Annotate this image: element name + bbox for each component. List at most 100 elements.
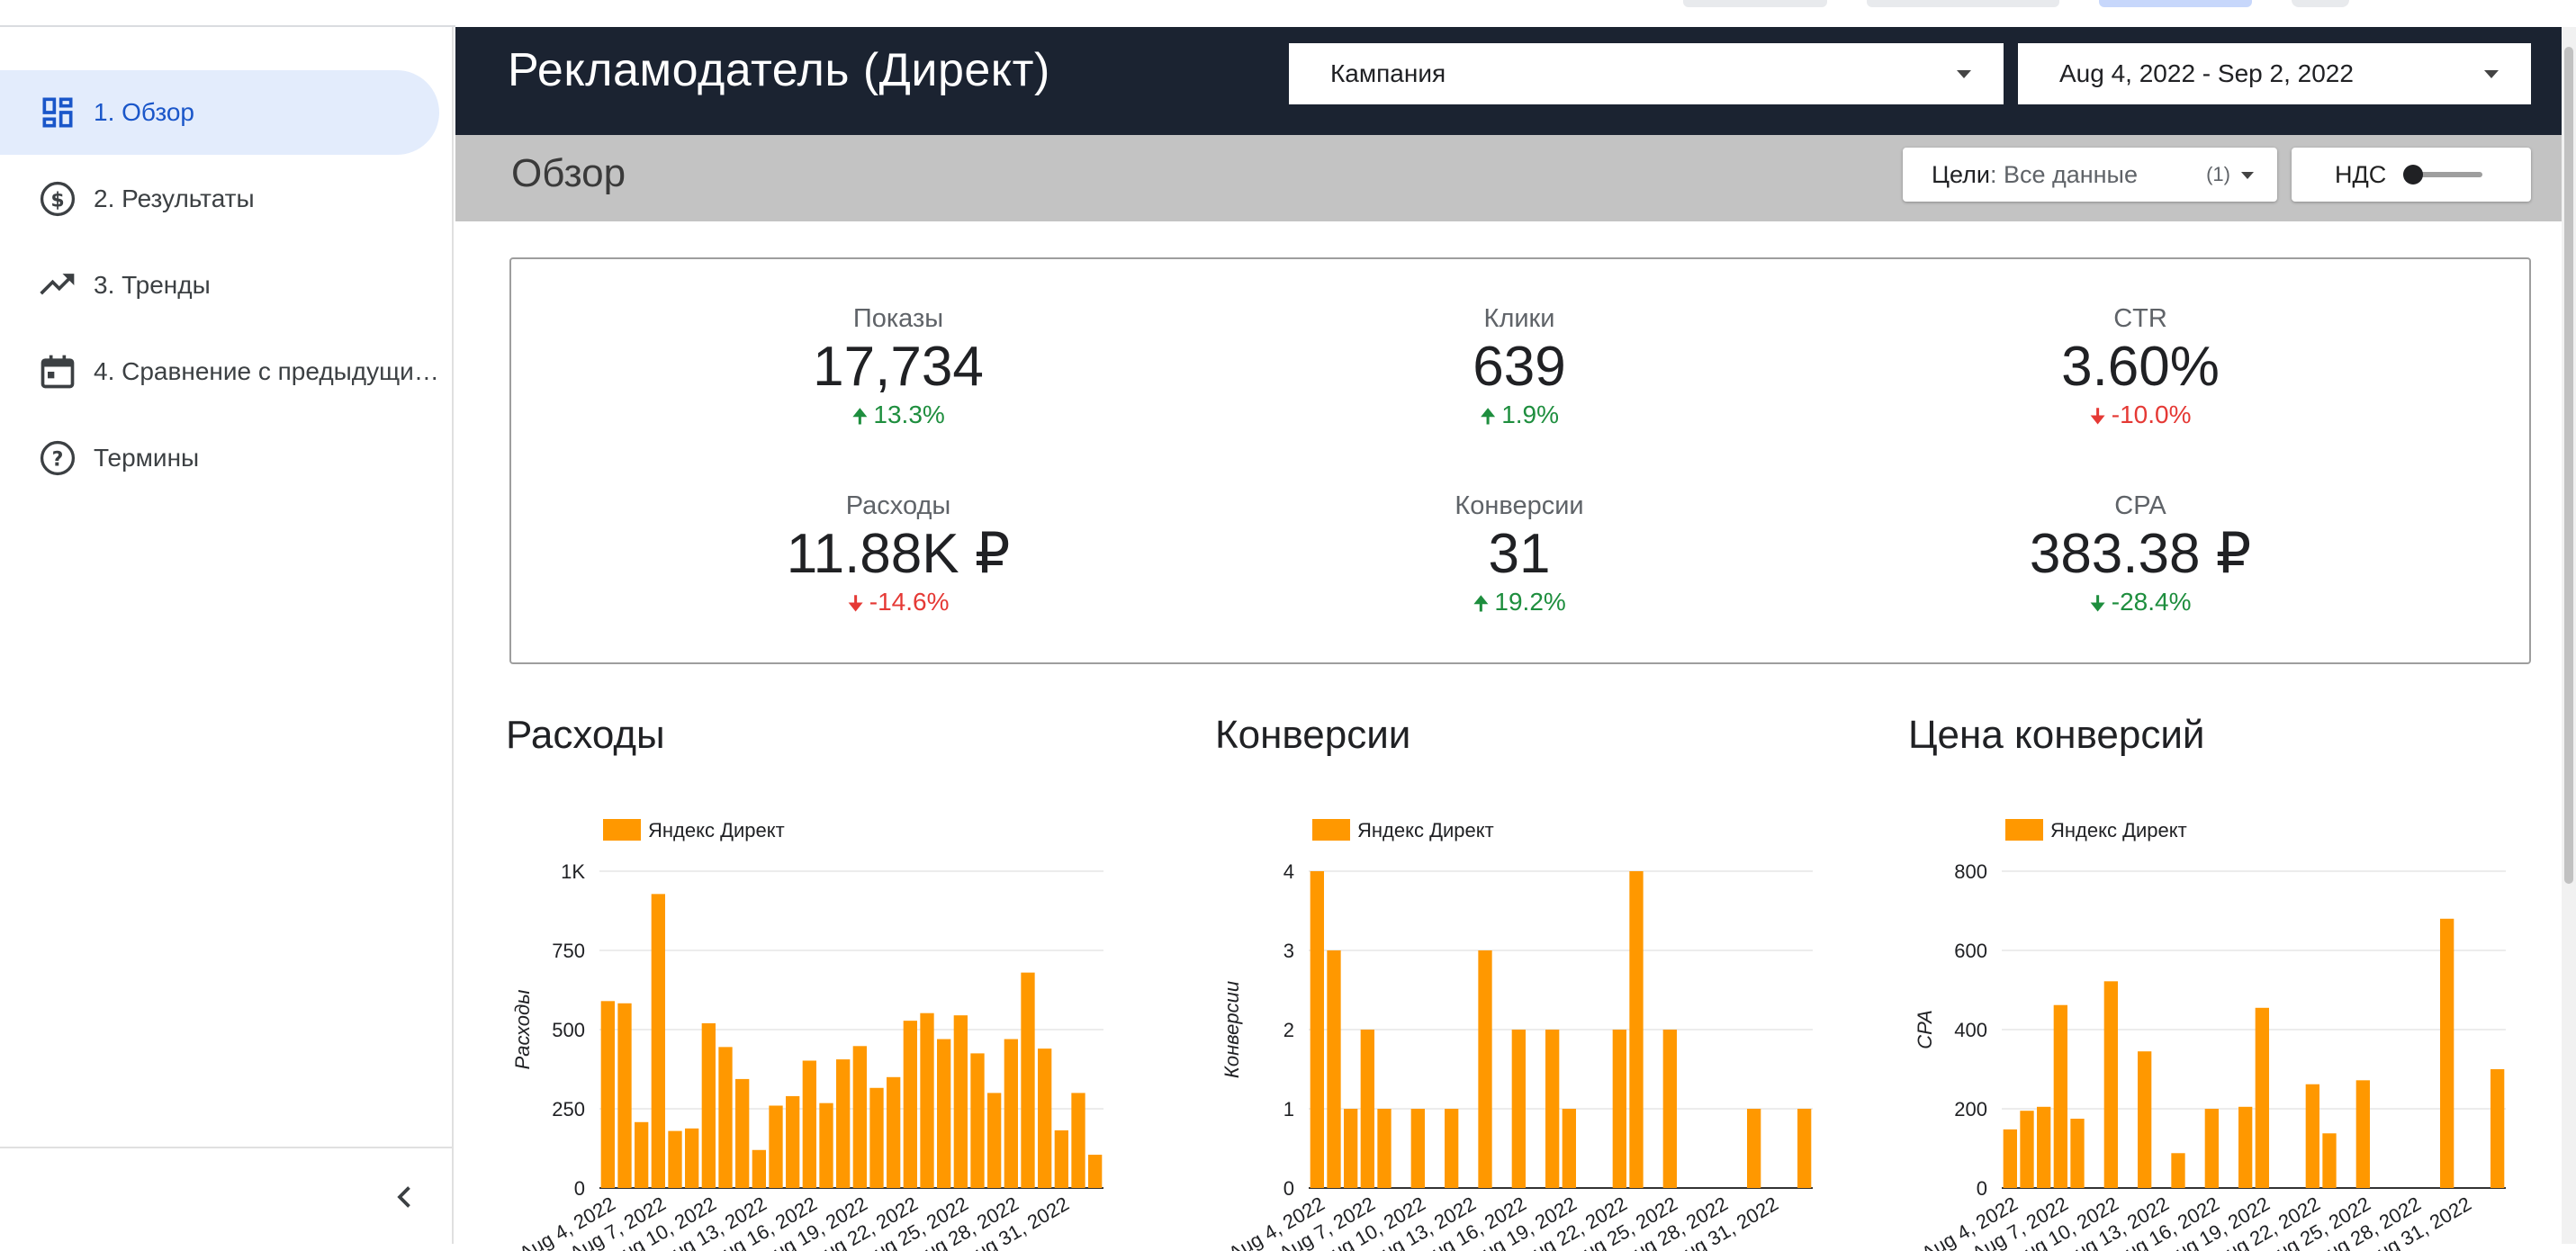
- bar[interactable]: [1511, 1030, 1526, 1188]
- campaign-select[interactable]: Кампания: [1289, 43, 2004, 104]
- bar[interactable]: [735, 1078, 750, 1188]
- bar[interactable]: [1088, 1155, 1103, 1188]
- bar[interactable]: [2138, 1051, 2152, 1188]
- calendar-icon: [41, 355, 75, 389]
- bar[interactable]: [903, 1021, 917, 1188]
- scorecard-label: Клики: [1483, 304, 1555, 333]
- bar[interactable]: [1327, 950, 1341, 1188]
- y-axis-label: Расходы: [511, 990, 534, 1070]
- bar[interactable]: [600, 1001, 615, 1188]
- trending-up-icon: [40, 274, 75, 295]
- bar[interactable]: [2003, 1129, 2017, 1188]
- bar[interactable]: [953, 1015, 968, 1188]
- vat-toggle-track[interactable]: [2409, 172, 2482, 177]
- collapse-sidebar-button[interactable]: [385, 1177, 425, 1217]
- campaign-select-value: Кампания: [1330, 59, 1446, 87]
- bar[interactable]: [1478, 950, 1492, 1188]
- bar[interactable]: [1344, 1109, 1358, 1188]
- bar[interactable]: [2255, 1007, 2269, 1188]
- bar[interactable]: [1377, 1109, 1392, 1188]
- bar[interactable]: [617, 1003, 632, 1188]
- toolbar-button[interactable]: [1683, 0, 1827, 7]
- bar[interactable]: [1747, 1109, 1761, 1188]
- sidebar-item-label: 2. Результаты: [94, 184, 255, 212]
- bar[interactable]: [635, 1121, 649, 1188]
- bar[interactable]: [752, 1149, 766, 1188]
- bar[interactable]: [2070, 1119, 2085, 1188]
- bar[interactable]: [937, 1039, 951, 1188]
- bar[interactable]: [1038, 1048, 1052, 1188]
- vat-toggle-knob[interactable]: [2403, 165, 2423, 184]
- bar[interactable]: [869, 1087, 884, 1188]
- bar[interactable]: [1662, 1030, 1677, 1188]
- bar[interactable]: [1360, 1030, 1374, 1188]
- bar[interactable]: [701, 1022, 716, 1188]
- report-title: Рекламодатель (Директ): [508, 44, 1050, 96]
- bar[interactable]: [2490, 1069, 2505, 1188]
- sidebar-item-overview[interactable]: 1. Обзор: [0, 70, 439, 155]
- bar[interactable]: [1310, 871, 1324, 1188]
- date-range-picker[interactable]: Aug 4, 2022 - Sep 2, 2022: [2018, 43, 2531, 104]
- sidebar-item-comparison[interactable]: 4. Сравнение с предыдущим периодом: [0, 329, 439, 414]
- y-tick-label: 400: [1954, 1019, 1987, 1041]
- bar[interactable]: [668, 1130, 682, 1188]
- y-tick-label: 1K: [561, 860, 585, 883]
- bar[interactable]: [852, 1046, 867, 1188]
- y-tick-label: 2: [1283, 1019, 1294, 1041]
- bar[interactable]: [887, 1076, 901, 1188]
- sidebar-item-results[interactable]: $ 2. Результаты: [0, 157, 439, 241]
- bar[interactable]: [1054, 1130, 1068, 1188]
- page-scrollbar[interactable]: [2562, 27, 2576, 1244]
- avatar[interactable]: [2292, 0, 2349, 7]
- sidebar-item-label: 4. Сравнение с предыдущим периодом: [94, 357, 439, 385]
- bar[interactable]: [2305, 1084, 2319, 1188]
- goals-filter[interactable]: Цели: Все данные (1): [1903, 148, 2277, 202]
- scorecard-clicks: Клики 639 🠉 1.9%: [1294, 304, 1744, 436]
- bar[interactable]: [786, 1095, 800, 1188]
- bar[interactable]: [2020, 1111, 2034, 1188]
- bar[interactable]: [1410, 1109, 1425, 1188]
- bar[interactable]: [1629, 871, 1644, 1188]
- bar[interactable]: [1021, 972, 1035, 1188]
- bar[interactable]: [1545, 1030, 1560, 1188]
- bar[interactable]: [1797, 1109, 1812, 1188]
- toolbar-button[interactable]: [1867, 0, 2059, 7]
- bar[interactable]: [2355, 1080, 2370, 1188]
- bar[interactable]: [1612, 1030, 1626, 1188]
- vat-toggle-control[interactable]: НДС: [2292, 148, 2531, 202]
- bar[interactable]: [987, 1093, 1002, 1188]
- sidebar-item-trends[interactable]: 3. Тренды: [0, 243, 439, 328]
- bar[interactable]: [2440, 918, 2454, 1188]
- chart-title-spend: Расходы: [506, 713, 665, 757]
- bar[interactable]: [685, 1128, 699, 1188]
- sidebar-divider: [0, 1147, 452, 1148]
- scorecard-impressions: Показы 17,734 🠉 13.3%: [673, 304, 1123, 436]
- bar[interactable]: [2238, 1106, 2253, 1188]
- toolbar-primary-button[interactable]: [2099, 0, 2252, 7]
- bar[interactable]: [819, 1102, 833, 1188]
- bar[interactable]: [1445, 1109, 1459, 1188]
- scorecard-conversions: Конверсии 31 🠉 19.2%: [1294, 491, 1744, 623]
- bar[interactable]: [2322, 1133, 2337, 1188]
- bar[interactable]: [1004, 1039, 1018, 1188]
- bar[interactable]: [769, 1105, 783, 1188]
- bar[interactable]: [2204, 1109, 2219, 1188]
- bar[interactable]: [802, 1060, 816, 1188]
- bar[interactable]: [920, 1012, 934, 1188]
- bar[interactable]: [1562, 1109, 1576, 1188]
- scorecard-delta: 🠋 -28.4%: [1915, 588, 2365, 623]
- sidebar-item-terms[interactable]: ? Термины: [0, 416, 439, 500]
- sidebar-item-label: Термины: [94, 444, 200, 472]
- bar[interactable]: [718, 1047, 733, 1188]
- bar[interactable]: [2037, 1106, 2051, 1188]
- scrollbar-thumb[interactable]: [2564, 47, 2573, 884]
- sidebar-item-label: 1. Обзор: [94, 98, 194, 126]
- bar[interactable]: [2053, 1004, 2067, 1188]
- bar[interactable]: [836, 1059, 851, 1188]
- bar[interactable]: [651, 894, 665, 1188]
- bar[interactable]: [970, 1053, 985, 1188]
- scorecard-value: 3.60%: [2061, 336, 2220, 398]
- bar[interactable]: [2103, 981, 2118, 1188]
- bar[interactable]: [2171, 1153, 2185, 1188]
- bar[interactable]: [1071, 1093, 1085, 1188]
